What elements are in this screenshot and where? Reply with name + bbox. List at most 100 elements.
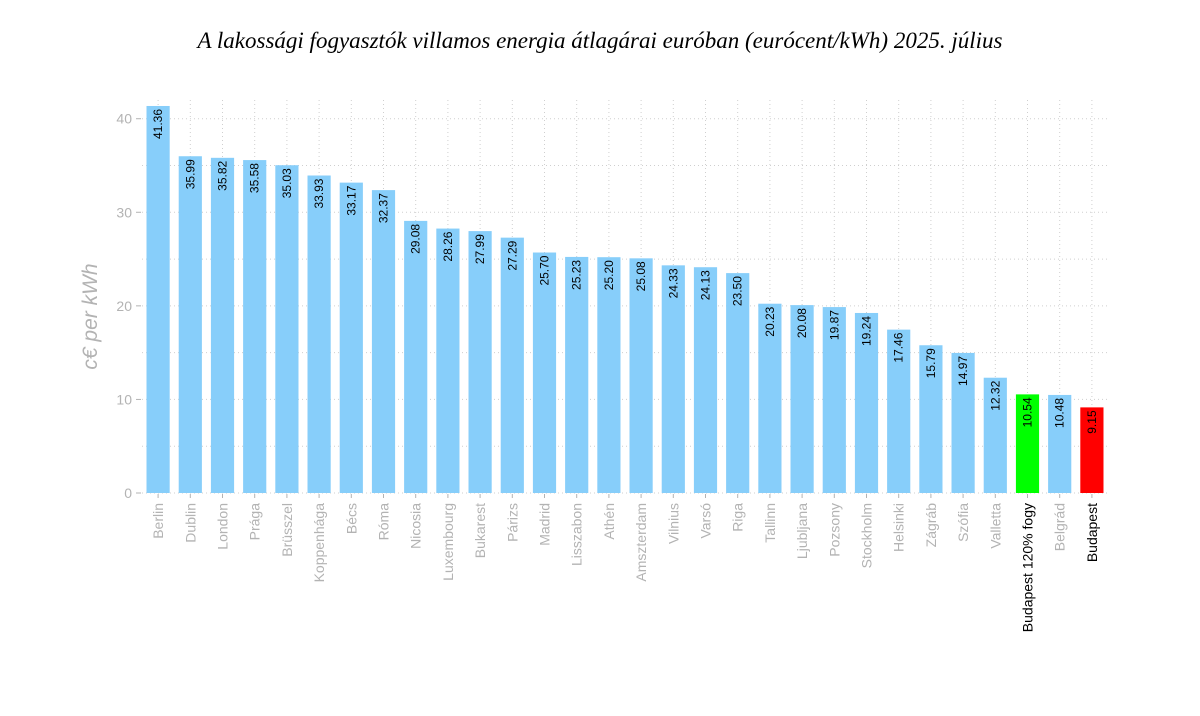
x-tick-label: Tallinn bbox=[762, 503, 778, 543]
y-tick-label: 0 bbox=[124, 485, 132, 501]
x-tick-label: London bbox=[215, 503, 231, 550]
bar-value-label: 17.46 bbox=[892, 332, 906, 362]
x-tick-label: Ljubljana bbox=[794, 503, 810, 559]
x-tick-label: Bécs bbox=[343, 503, 359, 534]
bar-value-label: 25.20 bbox=[602, 260, 616, 290]
bar-value-label: 10.54 bbox=[1021, 397, 1035, 427]
x-tick-label: Bukarest bbox=[472, 503, 488, 558]
bar-value-label: 14.97 bbox=[956, 356, 970, 386]
bar-value-label: 35.82 bbox=[216, 161, 230, 191]
x-tick-label: Helsinki bbox=[891, 503, 907, 552]
x-tick-label: Varsó bbox=[698, 503, 714, 539]
y-axis-label: c€ per kWh bbox=[79, 263, 102, 369]
bar bbox=[178, 156, 202, 493]
bar-value-label: 19.87 bbox=[827, 310, 841, 340]
bar-value-label: 19.24 bbox=[860, 316, 874, 346]
bar bbox=[1015, 394, 1040, 493]
bar-value-label: 9.15 bbox=[1085, 410, 1099, 434]
x-tick-label: Koppenhága bbox=[311, 503, 327, 583]
x-tick-label: Zágráb bbox=[923, 503, 939, 548]
x-tick-label: Prága bbox=[247, 503, 263, 541]
bar bbox=[726, 273, 750, 493]
bar bbox=[919, 345, 943, 493]
bar-value-label: 35.99 bbox=[183, 159, 197, 189]
bar-value-label: 25.70 bbox=[538, 255, 552, 285]
bar bbox=[146, 105, 170, 493]
bar-value-label: 10.48 bbox=[1053, 398, 1067, 428]
axes: 0 10 20 30 40 Berlin Dublin London Prága Brüsszel… bbox=[116, 111, 1099, 633]
bars: 41.36 35.99 35.82 35.58 35.03 33.93 33.17 32.37… bbox=[146, 105, 1104, 493]
bar-value-label: 25.08 bbox=[634, 261, 648, 291]
bar bbox=[597, 257, 621, 493]
x-tick-label: Valletta bbox=[987, 503, 1003, 549]
bar-value-label: 35.58 bbox=[248, 163, 262, 193]
bar-value-label: 20.23 bbox=[763, 306, 777, 336]
x-tick-label: Budapest bbox=[1084, 503, 1100, 562]
bar-value-label: 35.03 bbox=[280, 168, 294, 198]
bar-value-label: 23.50 bbox=[731, 276, 745, 306]
x-tick-label: Szófia bbox=[955, 503, 971, 542]
bar bbox=[661, 265, 685, 493]
bar bbox=[371, 190, 396, 493]
bar-value-label: 32.37 bbox=[377, 193, 391, 223]
x-tick-label: Róma bbox=[376, 503, 392, 541]
bar bbox=[468, 231, 492, 493]
x-tick-label: Berlin bbox=[150, 503, 166, 539]
bar bbox=[210, 157, 235, 493]
x-tick-label: Riga bbox=[730, 503, 746, 532]
x-tick-label: Dublin bbox=[182, 503, 198, 543]
bar bbox=[822, 307, 846, 493]
bar bbox=[275, 165, 299, 493]
bar-value-label: 27.99 bbox=[473, 234, 487, 264]
x-tick-label: Vilnius bbox=[665, 503, 681, 544]
bar-value-label: 25.23 bbox=[570, 260, 584, 290]
bar bbox=[339, 182, 363, 493]
bar-value-label: 28.26 bbox=[441, 231, 455, 261]
x-tick-label: Stockholm bbox=[859, 503, 875, 568]
bar-value-label: 41.36 bbox=[151, 109, 165, 139]
chart-title: A lakossági fogyasztók villamos energia … bbox=[197, 28, 1003, 53]
bar bbox=[887, 329, 911, 493]
y-tick-label: 10 bbox=[116, 391, 132, 407]
bar bbox=[1080, 407, 1104, 493]
x-tick-label: Madrid bbox=[537, 503, 553, 546]
bar bbox=[307, 175, 331, 493]
bar bbox=[854, 312, 879, 493]
x-tick-label: Pozsony bbox=[826, 503, 842, 557]
bar-value-label: 33.93 bbox=[312, 178, 326, 208]
y-tick-label: 30 bbox=[116, 204, 132, 220]
bar bbox=[436, 228, 460, 493]
x-tick-label: Belgrád bbox=[1052, 503, 1068, 551]
bar bbox=[983, 377, 1007, 493]
bar-value-label: 20.08 bbox=[795, 308, 809, 338]
bar bbox=[790, 305, 814, 493]
x-tick-label: Lisszabon bbox=[569, 503, 585, 566]
bar-value-label: 24.13 bbox=[699, 270, 713, 300]
x-tick-label: Brüsszel bbox=[279, 503, 295, 557]
x-tick-label: Párizs bbox=[504, 503, 520, 542]
bar bbox=[404, 220, 428, 493]
bar bbox=[951, 352, 975, 493]
bar bbox=[1048, 394, 1072, 493]
bar bbox=[243, 160, 267, 493]
bar-value-label: 27.29 bbox=[505, 240, 519, 270]
bar-value-label: 24.33 bbox=[666, 268, 680, 298]
bar-value-label: 33.17 bbox=[344, 185, 358, 215]
x-tick-label: Budapest 120% fogy bbox=[1020, 503, 1036, 632]
bar bbox=[532, 252, 557, 493]
y-tick-label: 40 bbox=[116, 111, 132, 127]
bar bbox=[565, 256, 589, 493]
bar-value-label: 29.08 bbox=[409, 224, 423, 254]
bar bbox=[500, 237, 524, 493]
x-tick-label: Nicosia bbox=[408, 503, 424, 549]
x-tick-label: Amszterdam bbox=[633, 503, 649, 582]
y-tick-label: 20 bbox=[116, 298, 132, 314]
x-tick-label: Athén bbox=[601, 503, 617, 540]
bar-value-label: 15.79 bbox=[924, 348, 938, 378]
bar-value-label: 12.32 bbox=[988, 380, 1002, 410]
bar bbox=[629, 258, 653, 493]
x-tick-label: Luxembourg bbox=[440, 503, 456, 581]
bar bbox=[758, 303, 782, 493]
bar bbox=[693, 267, 718, 493]
